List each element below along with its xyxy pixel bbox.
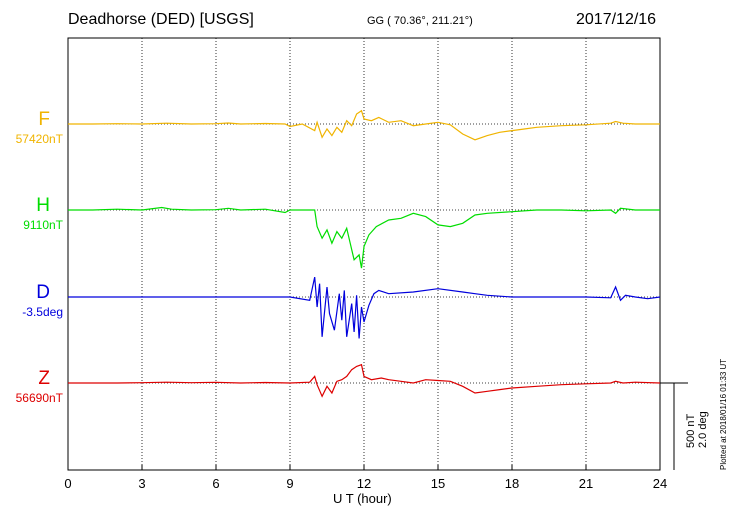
plotted-timestamp: Plotted at 2018/01/16 01:33 UT bbox=[719, 358, 728, 470]
scale-bar bbox=[660, 382, 688, 470]
station-coordinates: GG ( 70.36°, 211.21°) bbox=[367, 15, 473, 27]
x-tick-label-21: 21 bbox=[578, 476, 594, 491]
series-baseline-d: -3.5deg bbox=[22, 305, 63, 319]
x-tick-label-15: 15 bbox=[430, 476, 446, 491]
x-tick-label-24: 24 bbox=[652, 476, 668, 491]
gridlines bbox=[141, 38, 587, 470]
series-name-d: D bbox=[36, 282, 50, 303]
series-line-z bbox=[68, 363, 661, 398]
x-tick-label-3: 3 bbox=[138, 476, 146, 491]
series-line-f bbox=[68, 109, 660, 141]
series-baseline-z: 56690nT bbox=[15, 391, 63, 405]
station-title: Deadhorse (DED) [USGS] bbox=[68, 11, 254, 28]
scale-deg-label: 2.0 deg bbox=[697, 411, 709, 448]
x-tick-label-12: 12 bbox=[356, 476, 372, 491]
series-line-h bbox=[68, 206, 660, 269]
x-tick-label-18: 18 bbox=[504, 476, 520, 491]
series-name-z: Z bbox=[38, 368, 50, 389]
traces bbox=[68, 109, 661, 398]
x-tick-label-6: 6 bbox=[212, 476, 220, 491]
series-baseline-h: 9110nT bbox=[23, 218, 63, 232]
x-tick-label-9: 9 bbox=[286, 476, 294, 491]
scale-nt-label: 500 nT bbox=[685, 413, 697, 448]
chart-date: 2017/12/16 bbox=[576, 11, 657, 28]
x-tick-label-0: 0 bbox=[64, 476, 72, 491]
series-line-d bbox=[68, 276, 661, 339]
x-axis-label: U T (hour) bbox=[333, 491, 392, 506]
x-ticks bbox=[67, 465, 661, 470]
series-name-h: H bbox=[36, 195, 50, 216]
series-baseline-f: 57420nT bbox=[15, 132, 63, 146]
series-name-f: F bbox=[38, 109, 50, 130]
